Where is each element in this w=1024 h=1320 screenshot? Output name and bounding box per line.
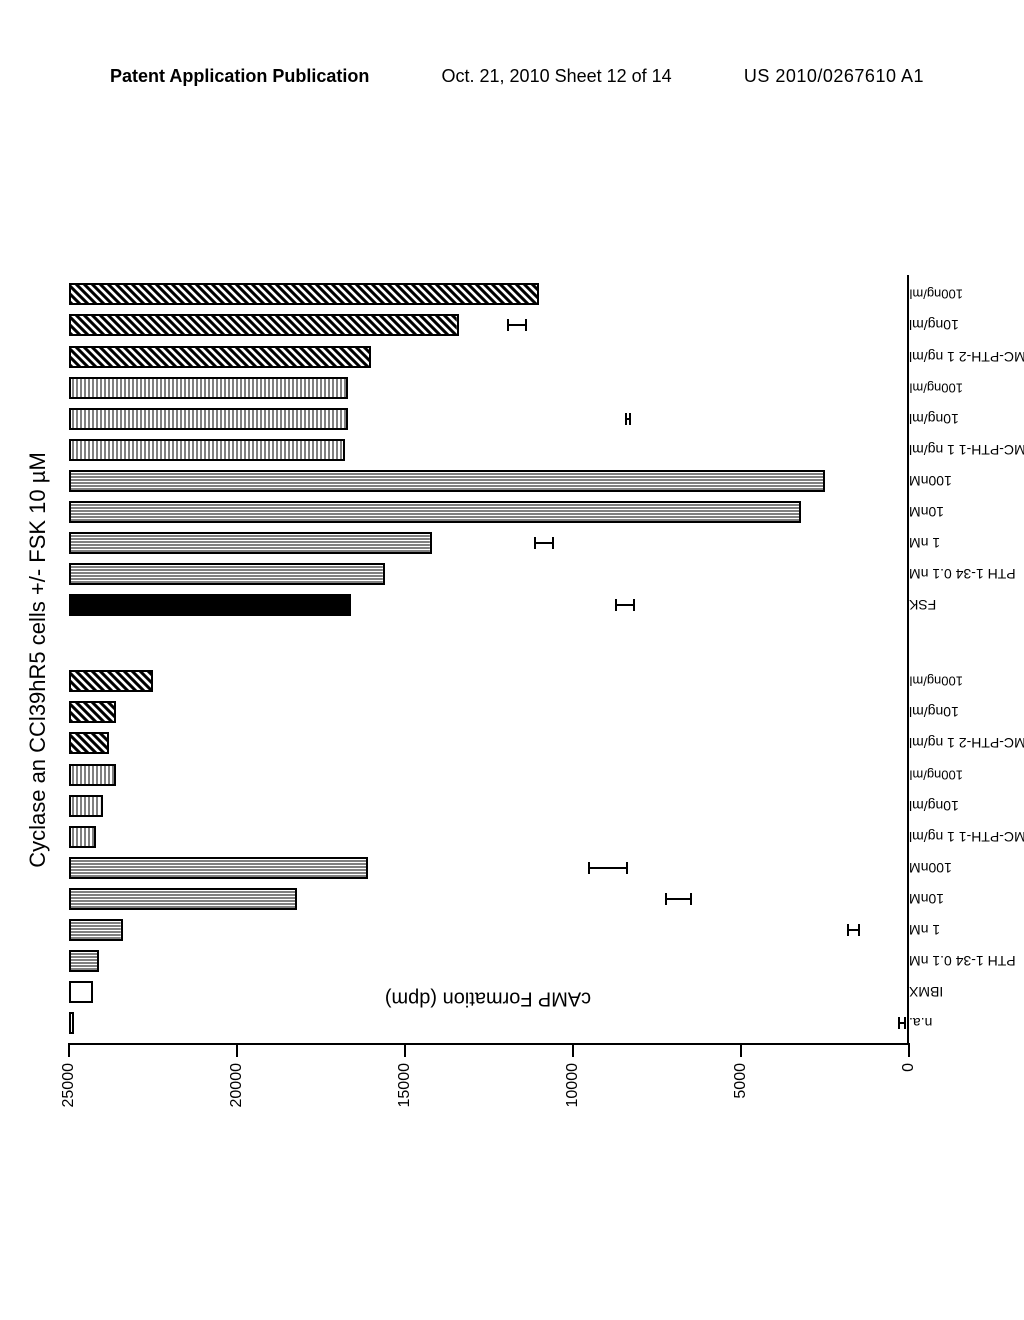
x-tick-label: NC-MC-PTH-2 1 ng/ml <box>909 735 1024 751</box>
bar <box>69 981 93 1003</box>
error-bar <box>507 325 527 327</box>
x-tick-label: 100ng/ml <box>910 767 963 782</box>
error-bar <box>615 604 635 606</box>
x-tick-label: 10nM <box>909 891 944 907</box>
bar <box>69 888 297 910</box>
x-tick-label: NC-MC-PTH-1 1 ng/ml <box>909 829 1024 845</box>
bar <box>69 315 459 337</box>
bar <box>69 701 116 723</box>
bar <box>69 408 348 430</box>
bar-slot: 10nM <box>69 885 907 912</box>
x-tick-label: n.a. <box>909 1015 932 1031</box>
bar-slot: 100nM <box>69 854 907 881</box>
y-tick-label: 5000 <box>732 1063 750 1125</box>
error-bar <box>847 929 860 931</box>
y-tick <box>572 1043 574 1057</box>
chart-container: Cyclase an CCl39hR5 cells +/- FSK 10 µM … <box>25 275 1024 1045</box>
bar-slot: 10ng/ml <box>69 699 907 726</box>
header-left: Patent Application Publication <box>110 66 369 87</box>
bar-slot: 10ng/ml <box>69 405 907 432</box>
bar <box>69 670 153 692</box>
x-tick-label: 100ng/ml <box>910 380 963 395</box>
x-tick-label: NC-MC-PTH-1 1 ng/ml <box>909 442 1024 458</box>
x-tick-label: 100ng/ml <box>910 287 963 302</box>
x-tick-label: 1 nM <box>909 535 940 551</box>
bar <box>69 857 368 879</box>
x-tick-label: PTH 1-34 0.1 nM <box>909 566 1016 582</box>
bar <box>69 732 109 754</box>
bar <box>69 919 123 941</box>
bar <box>69 377 348 399</box>
bar-slot: 100ng/ml <box>69 281 907 308</box>
chart-title: Cyclase an CCl39hR5 cells +/- FSK 10 µM <box>25 275 51 1045</box>
bar-slot: FSK <box>69 592 907 619</box>
bar <box>69 594 351 616</box>
y-tick <box>908 1043 910 1057</box>
bar-slot: 10nM <box>69 499 907 526</box>
bar-slot: 10ng/ml <box>69 792 907 819</box>
x-tick-label: 10ng/ml <box>909 704 959 720</box>
chart-plot-area: cAMP Formation (dpm) n.a.IBMXPTH 1-34 0.… <box>69 275 909 1045</box>
bar-slot: 100nM <box>69 467 907 494</box>
bar <box>69 764 116 786</box>
x-tick-label: 10ng/ml <box>909 798 959 814</box>
bar <box>69 283 539 305</box>
bar <box>69 1012 74 1034</box>
y-tick-label: 0 <box>900 1063 918 1125</box>
bar-slot: NC-MC-PTH-1 1 ng/ml <box>69 436 907 463</box>
error-bar <box>665 898 692 900</box>
x-tick-label: PTH 1-34 0.1 nM <box>909 953 1016 969</box>
y-tick-label: 25000 <box>60 1063 78 1125</box>
bar <box>69 346 371 368</box>
bar-slot: NC-MC-PTH-2 1 ng/ml <box>69 343 907 370</box>
bar <box>69 826 96 848</box>
bar-slot: 1 nM <box>69 530 907 557</box>
bar <box>69 470 825 492</box>
y-tick <box>740 1043 742 1057</box>
bar-slot: PTH 1-34 0.1 nM <box>69 948 907 975</box>
bar <box>69 501 801 523</box>
bar-slot: 100ng/ml <box>69 668 907 695</box>
x-tick-label: NC-MC-PTH-2 1 ng/ml <box>909 349 1024 365</box>
bar-slot: 10ng/ml <box>69 312 907 339</box>
bar-slot: n.a. <box>69 1010 907 1037</box>
x-tick-label: FSK <box>909 597 936 613</box>
x-tick-label: 1 nM <box>909 922 940 938</box>
y-tick <box>404 1043 406 1057</box>
bar <box>69 563 385 585</box>
x-tick-label: 100ng/ml <box>910 674 963 689</box>
bar <box>69 795 103 817</box>
bar-slot: NC-MC-PTH-1 1 ng/ml <box>69 823 907 850</box>
bar-slot: IBMX <box>69 979 907 1006</box>
error-bar <box>534 542 554 544</box>
x-tick-label: 100nM <box>909 860 952 876</box>
y-tick-label: 15000 <box>396 1063 414 1125</box>
page-header: Patent Application Publication Oct. 21, … <box>0 66 1024 87</box>
x-tick-label: 10nM <box>909 504 944 520</box>
y-tick <box>236 1043 238 1057</box>
bar-slot: 100ng/ml <box>69 374 907 401</box>
error-bar <box>625 418 632 420</box>
bar-slot: 100ng/ml <box>69 761 907 788</box>
x-tick-label: 100nM <box>909 473 952 489</box>
bar-group: n.a. IBMX PTH 1-34 0.1 nM 1 nM 10nM 100nM NC-M… <box>69 275 907 1043</box>
x-tick-label: 10ng/ml <box>909 411 959 427</box>
y-tick <box>68 1043 70 1057</box>
bar-slot: PTH 1-34 0.1 nM <box>69 561 907 588</box>
bar <box>69 439 345 461</box>
y-tick-label: 10000 <box>564 1063 582 1125</box>
error-bar <box>898 1022 906 1024</box>
y-tick-label: 20000 <box>228 1063 246 1125</box>
error-bar <box>588 867 628 869</box>
x-tick-label: 10ng/ml <box>909 318 959 334</box>
bar <box>69 532 432 554</box>
bar-slot: NC-MC-PTH-2 1 ng/ml <box>69 730 907 757</box>
header-center: Oct. 21, 2010 Sheet 12 of 14 <box>442 66 672 87</box>
header-right: US 2010/0267610 A1 <box>744 66 924 87</box>
bar-slot: 1 nM <box>69 917 907 944</box>
x-tick-label: IBMX <box>909 984 943 1000</box>
bar <box>69 950 99 972</box>
bar-slot <box>69 623 907 664</box>
